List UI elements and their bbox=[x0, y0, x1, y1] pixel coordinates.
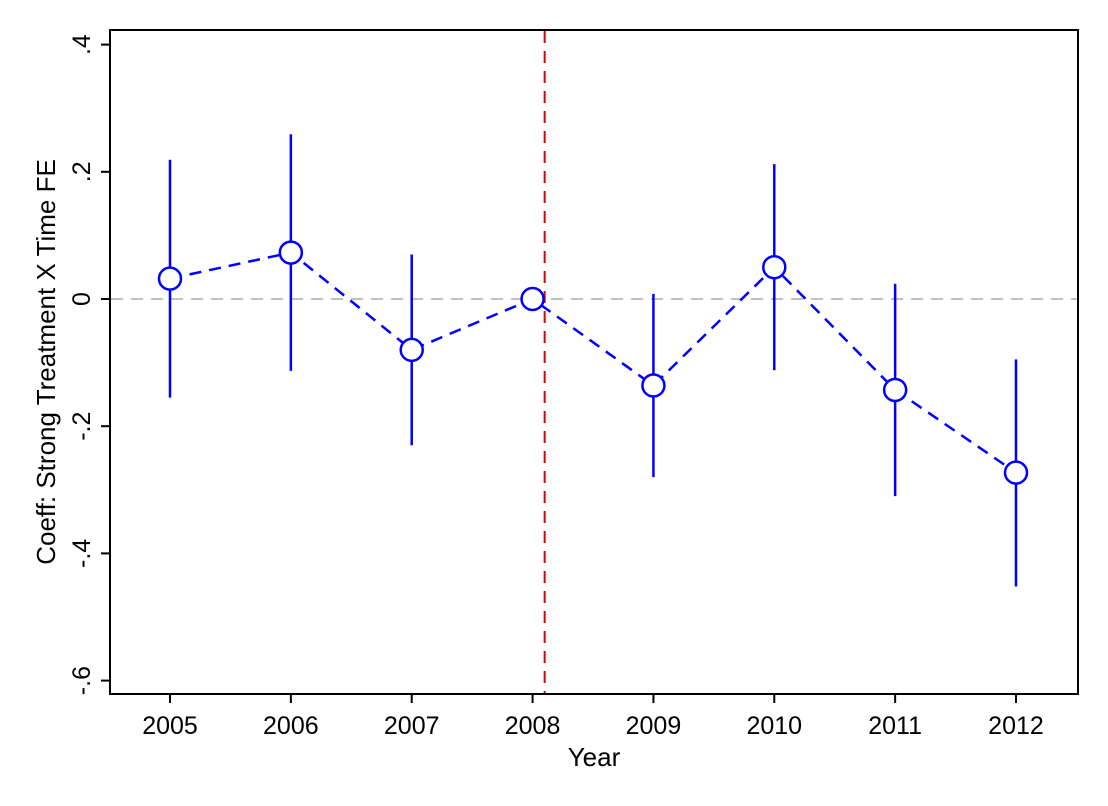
series-dashed-line bbox=[169, 251, 1017, 474]
x-axis-title: Year bbox=[568, 742, 621, 772]
coefficient-point bbox=[157, 266, 183, 291]
coefficient-point bbox=[882, 377, 908, 403]
coefficient-point bbox=[641, 373, 666, 398]
y-axis: .4 .2 0 -.2 -.4 -.6 bbox=[68, 34, 110, 695]
data-points bbox=[157, 240, 1029, 485]
reference-lines bbox=[111, 31, 1077, 693]
x-tick-label: 2010 bbox=[746, 712, 802, 740]
x-tick-label: 2008 bbox=[505, 712, 561, 740]
y-tick-label: 0 bbox=[68, 292, 96, 306]
y-axis-title: Coeff: Strong Treatment X Time FE bbox=[31, 159, 61, 565]
y-tick-label: -.2 bbox=[68, 412, 96, 441]
coefficient-point bbox=[278, 240, 304, 265]
x-tick-label: 2006 bbox=[263, 712, 319, 740]
y-tick-label: .2 bbox=[68, 161, 96, 182]
x-tick-label: 2007 bbox=[384, 712, 440, 740]
y-tick-label: -.6 bbox=[68, 666, 96, 695]
series-line bbox=[169, 251, 1017, 474]
coefficient-point bbox=[1003, 460, 1029, 485]
x-tick-label: 2005 bbox=[142, 712, 198, 740]
y-tick-label: .4 bbox=[68, 34, 96, 55]
coefficient-point bbox=[762, 254, 787, 280]
x-tick-label: 2012 bbox=[988, 712, 1044, 740]
x-axis: 2005 2006 2007 2008 2009 2010 2011 2012 bbox=[142, 694, 1044, 740]
x-tick-label: 2009 bbox=[626, 712, 682, 740]
y-tick-label: -.4 bbox=[68, 539, 96, 568]
coefficient-point bbox=[520, 286, 545, 312]
plot-frame bbox=[109, 29, 1079, 695]
coefficient-point bbox=[399, 337, 424, 363]
x-tick-label: 2011 bbox=[868, 712, 922, 740]
